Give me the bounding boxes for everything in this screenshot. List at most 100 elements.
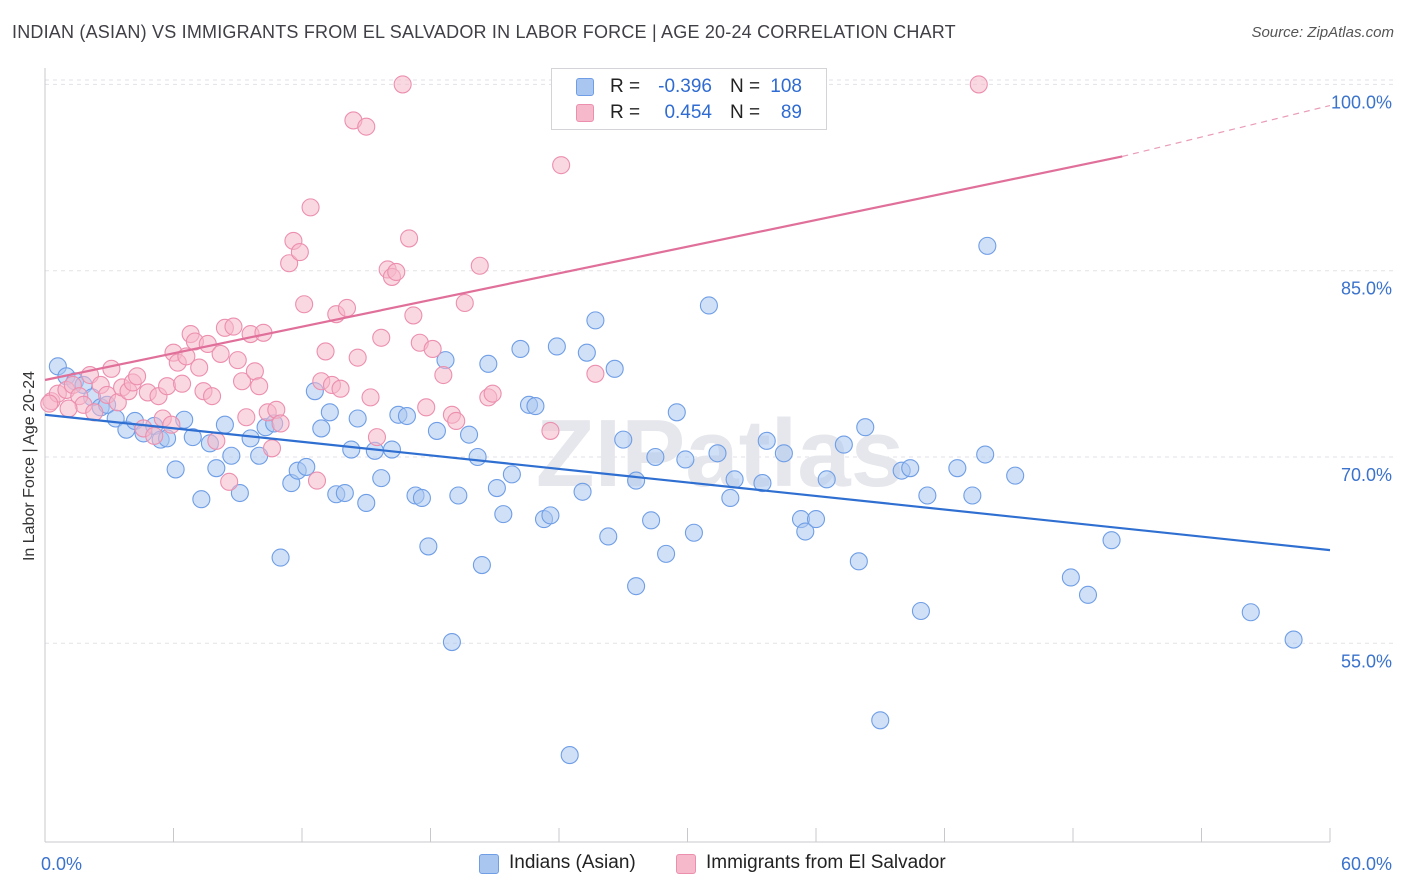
indian-point	[976, 445, 995, 464]
indian-point	[320, 403, 339, 422]
indian-point	[1241, 603, 1260, 622]
salvador-point	[367, 428, 387, 447]
salvador-point	[211, 344, 230, 363]
salvador-point	[102, 359, 121, 378]
salvador-point	[423, 339, 442, 359]
indian-point	[657, 544, 676, 563]
indian-point	[577, 343, 596, 362]
n-value: 89	[780, 102, 802, 123]
salvador-point	[372, 328, 391, 347]
indian-point	[614, 430, 633, 449]
salvador-point	[483, 384, 502, 403]
salvador-point	[357, 117, 376, 136]
salvador-point	[541, 421, 560, 440]
indian-point	[472, 555, 491, 575]
indian-point	[599, 527, 618, 546]
salvador-trend-line	[44, 155, 1123, 382]
salvador-point	[245, 362, 264, 381]
salvador-point	[387, 262, 406, 282]
legend-row-indians: R = -0.396 N = 108	[552, 76, 826, 100]
salvador-point	[190, 358, 209, 377]
y-tick-label: 55.0%	[1341, 651, 1392, 671]
indian-point	[753, 474, 772, 493]
data-points	[40, 75, 1303, 765]
indian-point	[372, 469, 391, 488]
indian-point	[856, 418, 875, 437]
salvador-point	[969, 75, 988, 94]
legend-label: Immigrants from El Salvador	[706, 852, 946, 873]
salvador-point	[337, 298, 357, 318]
indian-point	[849, 552, 868, 571]
indian-point	[541, 506, 560, 525]
y-tick-label: 85.0%	[1341, 279, 1392, 299]
tick-labels: 55.0% 70.0% 85.0% 100.0% 0.0% 60.0%	[41, 92, 1392, 874]
indian-point	[419, 537, 438, 556]
indian-point	[382, 440, 402, 459]
legend-swatch-pink	[576, 104, 594, 122]
salvador-point	[224, 317, 243, 336]
salvador-point	[173, 374, 192, 393]
y-tick-label: 70.0%	[1341, 465, 1392, 485]
indian-point	[605, 359, 624, 378]
salvador-point	[470, 256, 489, 275]
indian-point	[978, 236, 997, 255]
legend-row-salvador: R = 0.454 N = 89	[552, 102, 826, 126]
r-value: -0.396	[658, 76, 712, 97]
indian-point	[911, 601, 930, 621]
indian-point	[918, 486, 937, 505]
salvador-point	[162, 415, 181, 434]
source-credit: Source: ZipAtlas.com	[1251, 24, 1394, 41]
salvador-point	[361, 388, 380, 407]
indian-point	[494, 505, 513, 524]
salvador-point	[128, 367, 147, 386]
salvador-point	[295, 295, 314, 314]
indian-point	[335, 483, 354, 503]
trend-lines	[44, 104, 1331, 552]
x-tick-label: 0.0%	[41, 854, 82, 874]
salvador-point	[307, 471, 327, 490]
salvador-point	[447, 411, 466, 431]
salvador-point	[271, 414, 290, 433]
indian-point	[459, 425, 479, 444]
indian-point	[312, 419, 331, 438]
indian-point	[241, 429, 260, 448]
indian-point	[502, 465, 521, 484]
salvador-point	[417, 398, 436, 417]
indian-point	[449, 486, 468, 505]
indian-point	[547, 337, 566, 356]
indian-point	[834, 435, 853, 454]
indian-trend-line	[44, 413, 1331, 552]
indian-point	[427, 421, 446, 440]
indian-point	[806, 510, 826, 529]
legend-swatch-blue	[479, 854, 499, 874]
salvador-point	[262, 439, 282, 458]
indian-point	[342, 440, 361, 459]
salvador-point	[228, 351, 247, 370]
indian-point	[348, 409, 367, 428]
r-label: R =	[610, 102, 641, 123]
salvador-point	[207, 431, 226, 450]
legend-label: Indians (Asian)	[509, 852, 636, 873]
indian-point	[871, 711, 890, 730]
salvador-point	[232, 372, 252, 391]
n-label: N =	[730, 102, 761, 123]
indian-point	[1006, 466, 1025, 485]
y-tick-label: 100.0%	[1331, 92, 1392, 112]
indian-point	[271, 548, 290, 567]
salvador-point	[237, 408, 256, 427]
indian-point	[1284, 630, 1303, 649]
salvador-point	[331, 379, 350, 398]
indian-point	[708, 444, 727, 463]
n-value: 108	[770, 76, 802, 97]
salvador-point	[59, 399, 78, 418]
salvador-point	[400, 229, 419, 248]
indian-point	[646, 447, 665, 467]
legend-swatch-blue	[576, 78, 594, 96]
indian-point	[222, 446, 241, 465]
salvador-point	[250, 377, 269, 396]
legend-swatch-pink	[676, 854, 696, 874]
indian-point	[627, 471, 646, 490]
salvador-point	[404, 306, 423, 325]
indian-point	[192, 490, 211, 509]
